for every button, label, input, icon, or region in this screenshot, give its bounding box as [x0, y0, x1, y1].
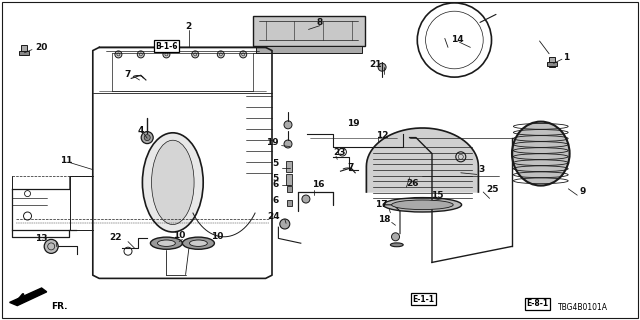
Text: 6: 6 [272, 196, 278, 204]
Bar [286, 161, 292, 172]
Ellipse shape [390, 243, 403, 247]
Circle shape [284, 140, 292, 148]
Circle shape [44, 239, 58, 253]
Text: 18: 18 [378, 215, 390, 224]
Ellipse shape [157, 240, 175, 246]
Ellipse shape [150, 237, 182, 249]
Text: 10: 10 [211, 232, 223, 241]
Text: 10: 10 [173, 231, 186, 240]
Ellipse shape [383, 198, 461, 212]
Text: 19: 19 [266, 138, 278, 147]
Text: 3: 3 [479, 165, 485, 174]
Text: TBG4B0101A: TBG4B0101A [558, 303, 608, 312]
Bar [287, 200, 292, 206]
Text: 12: 12 [376, 131, 389, 140]
Circle shape [218, 51, 224, 58]
Bar [21, 44, 28, 55]
Bar [253, 16, 365, 46]
Circle shape [240, 51, 246, 58]
Circle shape [392, 233, 399, 241]
Circle shape [378, 63, 386, 71]
Bar [287, 186, 292, 192]
Text: 15: 15 [431, 191, 444, 200]
Text: 14: 14 [451, 35, 464, 44]
Text: E-1-1: E-1-1 [413, 295, 435, 304]
Text: 7: 7 [125, 70, 131, 79]
Circle shape [280, 219, 290, 229]
Circle shape [115, 51, 122, 58]
Text: 25: 25 [486, 185, 499, 194]
Text: 1: 1 [563, 53, 570, 62]
Bar [19, 51, 29, 55]
Text: 21: 21 [369, 60, 381, 68]
Ellipse shape [392, 200, 453, 210]
Polygon shape [367, 128, 479, 192]
Text: 5: 5 [272, 174, 278, 183]
Text: 17: 17 [374, 200, 387, 209]
Bar [286, 174, 292, 185]
Circle shape [144, 135, 150, 140]
Text: 9: 9 [579, 187, 586, 196]
Text: 4: 4 [138, 126, 144, 135]
Text: 26: 26 [406, 179, 419, 188]
Ellipse shape [189, 240, 207, 246]
Text: 24: 24 [268, 212, 280, 221]
Text: 13: 13 [35, 234, 48, 243]
Text: 20: 20 [35, 43, 47, 52]
Circle shape [138, 51, 144, 58]
Circle shape [163, 51, 170, 58]
Ellipse shape [512, 122, 570, 186]
Ellipse shape [152, 140, 194, 225]
Ellipse shape [143, 133, 204, 232]
Text: 23: 23 [333, 148, 346, 157]
Bar [547, 62, 557, 66]
Ellipse shape [182, 237, 214, 249]
Text: 7: 7 [347, 163, 353, 172]
Text: 11: 11 [60, 156, 73, 164]
Text: 6: 6 [272, 180, 278, 188]
Circle shape [141, 132, 153, 144]
Circle shape [302, 195, 310, 203]
Bar [256, 46, 362, 53]
Bar [549, 57, 556, 68]
Text: 2: 2 [186, 22, 192, 31]
Circle shape [192, 51, 198, 58]
Text: 8: 8 [317, 18, 323, 27]
Text: E-8-1: E-8-1 [527, 300, 548, 308]
Polygon shape [10, 288, 47, 306]
Text: B-1-6: B-1-6 [155, 42, 178, 51]
Text: FR.: FR. [51, 302, 68, 311]
Text: 5: 5 [272, 159, 278, 168]
Text: 19: 19 [347, 119, 360, 128]
Text: 22: 22 [109, 233, 122, 242]
Text: 16: 16 [312, 180, 325, 189]
Circle shape [284, 121, 292, 129]
